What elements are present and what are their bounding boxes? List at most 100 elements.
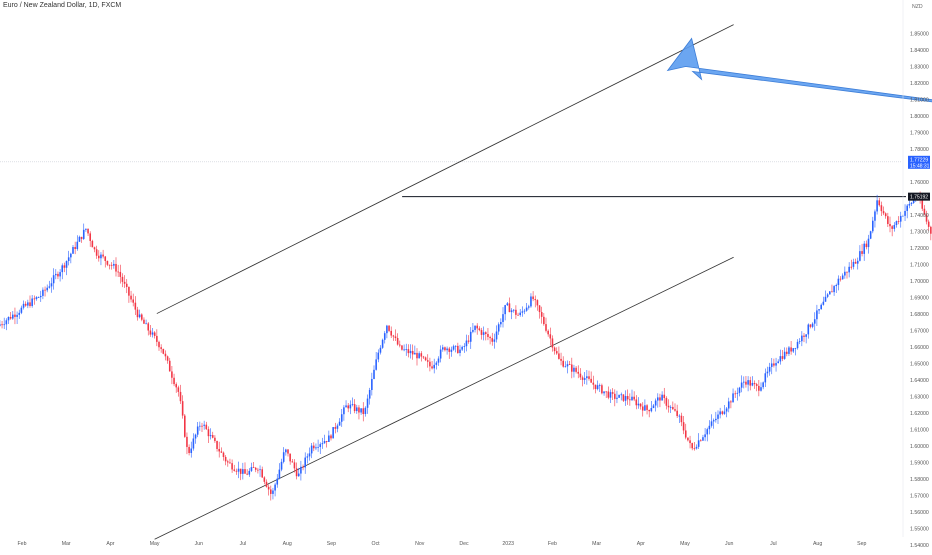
y-tick-label: 1.63000	[910, 395, 929, 401]
candle-body	[343, 407, 345, 415]
candle-body	[751, 382, 754, 386]
candle-body	[106, 260, 109, 265]
candle-body	[631, 396, 633, 401]
candle-body	[672, 406, 674, 410]
candle-body	[444, 347, 446, 351]
candle-body	[261, 469, 263, 478]
symbol-title: Euro / New Zealand Dollar, 1D, FXCM	[3, 2, 122, 9]
candle-body	[18, 312, 21, 315]
candle-body	[583, 378, 586, 380]
candle-body	[607, 391, 610, 398]
candle-body	[489, 336, 491, 339]
candle-body	[39, 295, 42, 298]
candle-body	[835, 284, 838, 287]
candle-body	[297, 473, 300, 477]
candle-body	[680, 415, 683, 423]
candle-body	[927, 221, 930, 227]
candle-body	[313, 445, 315, 449]
candle-body	[545, 324, 547, 331]
candle-body	[310, 445, 313, 454]
x-tick-label: Jun	[195, 541, 203, 547]
y-tick-label: 1.68000	[910, 312, 929, 318]
candle-body	[626, 396, 629, 400]
candle-body	[194, 434, 197, 439]
candle-body	[566, 364, 569, 367]
y-tick-label: 1.55000	[910, 527, 929, 533]
candle-body	[128, 286, 130, 296]
candle-body	[115, 263, 117, 272]
candle-body	[766, 371, 769, 374]
candle-body	[95, 249, 98, 256]
candle-body	[635, 399, 638, 406]
candle-body	[760, 387, 762, 391]
candle-body	[78, 236, 81, 242]
candle-body	[801, 335, 803, 342]
candle-body	[648, 409, 650, 412]
candle-body	[132, 299, 134, 303]
candle-body	[674, 409, 676, 411]
y-tick-label: 1.78000	[910, 147, 929, 153]
candle-body	[708, 425, 711, 430]
x-tick-label: Dec	[459, 541, 469, 547]
candle-body	[74, 247, 76, 250]
candle-body	[119, 271, 122, 277]
candle-body	[330, 435, 332, 439]
candle-body	[667, 405, 670, 408]
candle-body	[639, 403, 642, 407]
candle-body	[882, 211, 885, 214]
y-tick-label: 1.58000	[910, 477, 929, 483]
candle-body	[687, 437, 689, 441]
y-tick-label: 1.70000	[910, 279, 929, 285]
candle-body	[555, 351, 558, 354]
candle-body	[291, 461, 294, 463]
x-tick-label: Mar	[592, 541, 601, 547]
candle-body	[629, 399, 631, 401]
candle-body	[669, 406, 672, 408]
candle-body	[439, 349, 442, 359]
candle-body	[35, 297, 38, 300]
candle-body	[678, 415, 681, 417]
candle-body	[504, 305, 506, 315]
candle-body	[876, 200, 878, 212]
candle-body	[362, 408, 365, 415]
candle-body	[450, 349, 453, 352]
candle-body	[390, 330, 392, 336]
y-tick-label: 1.69000	[910, 296, 929, 302]
level-price-tag	[908, 192, 930, 201]
candle-body	[568, 364, 571, 365]
candle-body	[603, 391, 605, 394]
candle-body	[332, 427, 334, 439]
candle-body	[809, 324, 812, 327]
candle-body	[403, 349, 405, 351]
candle-body	[416, 352, 418, 359]
candle-body	[826, 294, 829, 297]
candle-body	[392, 335, 395, 337]
candle-body	[540, 312, 543, 317]
candle-body	[134, 302, 137, 310]
candle-body	[491, 338, 494, 342]
candle-body	[622, 394, 625, 401]
candle-body	[201, 425, 203, 427]
candle-body	[22, 303, 25, 308]
candle-body	[564, 366, 567, 368]
candle-body	[280, 461, 283, 470]
candle-body	[528, 306, 530, 308]
candle-body	[347, 405, 349, 409]
candle-body	[844, 271, 846, 276]
candle-body	[259, 469, 261, 471]
candle-body	[199, 425, 201, 427]
candle-body	[371, 378, 373, 391]
candle-body	[706, 429, 709, 435]
candle-body	[811, 323, 814, 327]
candle-body	[229, 462, 231, 464]
candle-body	[736, 392, 739, 394]
candle-body	[16, 314, 18, 317]
candle-body	[558, 353, 560, 359]
candle-body	[1, 324, 3, 326]
x-tick-label: May	[150, 541, 160, 547]
candle-body	[117, 271, 119, 273]
candle-body	[239, 468, 242, 474]
candle-body	[508, 303, 511, 313]
